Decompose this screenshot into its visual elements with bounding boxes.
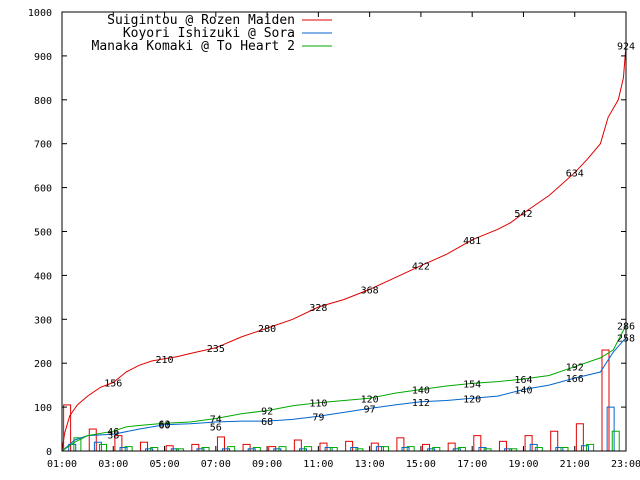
bar-series-1-20 [580, 445, 589, 452]
bar-series-0-19 [550, 430, 559, 452]
data-label-2-1: 63 [159, 419, 171, 430]
bar-series-0-17 [498, 440, 507, 452]
data-label-2-3: 92 [261, 407, 273, 418]
data-label-0-6: 422 [412, 262, 430, 273]
data-label-2-8: 164 [514, 375, 532, 386]
plot-frame [61, 11, 627, 452]
axes: 0 100 200 300 400 500 600 700 800 900 1000 01:00 03:… [28, 8, 640, 470]
bar-series-1-12 [375, 446, 384, 452]
line-series-1 [61, 337, 627, 452]
x-tick-label-11: 23:00 [611, 459, 640, 470]
bar-series-1-19 [555, 446, 564, 452]
bar-series-2-10 [329, 446, 338, 452]
bar-series-0-13 [396, 437, 405, 452]
y-tick-label-5: 500 [34, 228, 52, 239]
bar-series-1-2 [119, 446, 128, 452]
data-label-2-4: 110 [309, 399, 327, 410]
data-label-0-4: 328 [309, 303, 327, 314]
bar-series-2-21 [611, 430, 620, 452]
data-label-1-5: 97 [364, 404, 376, 415]
bar-series-0-7 [242, 443, 251, 452]
bar-series-0-20 [575, 423, 584, 452]
bar-series-2-18 [534, 446, 543, 452]
legend-label-2: Manaka Komaki @ To Heart 2 [92, 39, 296, 54]
data-label-0-8: 542 [514, 209, 532, 220]
bar-series-0-9 [293, 439, 302, 452]
legend-label-0: Suigintou @ Rozen Maiden [107, 13, 295, 28]
x-tick-label-10: 21:00 [560, 459, 590, 470]
data-label-0-0: 156 [104, 379, 122, 390]
y-tick-label-7: 700 [34, 140, 52, 151]
bar-series-0-3 [140, 441, 149, 452]
y-tick-label-1: 100 [34, 403, 52, 414]
x-tick-label-5: 11:00 [303, 459, 333, 470]
x-tick-label-6: 13:00 [355, 459, 385, 470]
bar-series-0-15 [447, 442, 456, 452]
bar-series-0-21 [601, 349, 610, 452]
data-label-2-7: 154 [463, 379, 481, 390]
data-label-0-5: 368 [361, 285, 379, 296]
x-tick-label-1: 03:00 [98, 459, 128, 470]
data-label-0-2: 235 [207, 344, 225, 355]
data-label-0-1: 210 [156, 355, 174, 366]
bar-series-0-5 [191, 443, 200, 452]
x-tick-label-3: 07:00 [201, 459, 231, 470]
bar-series-1-10 [324, 446, 333, 452]
bar-series-1-21 [606, 406, 615, 452]
y-tick-label-9: 900 [34, 52, 52, 63]
data-label-1-2: 56 [210, 422, 222, 433]
data-label-2-2: 74 [210, 415, 222, 426]
y-tick-label-6: 600 [34, 184, 52, 195]
data-label-0-3: 280 [258, 324, 276, 335]
x-tick-label-8: 17:00 [457, 459, 487, 470]
bar-series-2-19 [560, 446, 569, 452]
x-tick-label-9: 19:00 [508, 459, 538, 470]
data-label-1-6: 112 [412, 398, 430, 409]
x-tick-label-4: 09:00 [252, 459, 282, 470]
y-tick-label-8: 800 [34, 96, 52, 107]
bar-series-1-1 [93, 441, 102, 452]
data-label-0-7: 481 [463, 236, 481, 247]
line-series-0 [61, 45, 627, 452]
line-series-2 [61, 325, 627, 452]
data-label-1-0: 38 [107, 430, 119, 441]
data-label-0-9: 634 [566, 169, 584, 180]
y-tick-label-3: 300 [34, 315, 52, 326]
data-label-1-3: 68 [261, 417, 273, 428]
x-tick-label-7: 15:00 [406, 459, 436, 470]
data-label-2-5: 120 [361, 394, 379, 405]
bar-series-1-13 [401, 446, 410, 452]
y-tick-label-2: 200 [34, 359, 52, 370]
bar-series-2-12 [381, 446, 390, 452]
data-label-1-4: 79 [312, 412, 324, 423]
bar-series-0-18 [524, 435, 533, 452]
x-tick-label-2: 05:00 [149, 459, 179, 470]
bar-series-0-1 [88, 428, 97, 452]
data-label-1-7: 120 [463, 394, 481, 405]
data-label-1-9: 166 [566, 374, 584, 385]
bar-series-0-14 [422, 443, 431, 452]
legend-label-1: Koyori Ishizuki @ Sora [123, 26, 295, 41]
bar-series-0-11 [345, 440, 354, 452]
data-label-1-1: 60 [159, 421, 171, 432]
x-tick-label-0: 01:00 [47, 459, 77, 470]
bar-series-0-16 [473, 435, 482, 452]
y-tick-label-4: 400 [34, 271, 52, 282]
data-label-2-6: 140 [412, 386, 430, 397]
bar-series-2-1 [99, 443, 108, 452]
y-tick-label-10: 1000 [28, 8, 52, 19]
y-tick-label-0: 0 [46, 447, 52, 458]
series-lines [61, 45, 627, 452]
data-label-2-0: 46 [107, 427, 119, 438]
data-label-1-8: 140 [514, 386, 532, 397]
data-label-2-9: 192 [566, 363, 584, 374]
